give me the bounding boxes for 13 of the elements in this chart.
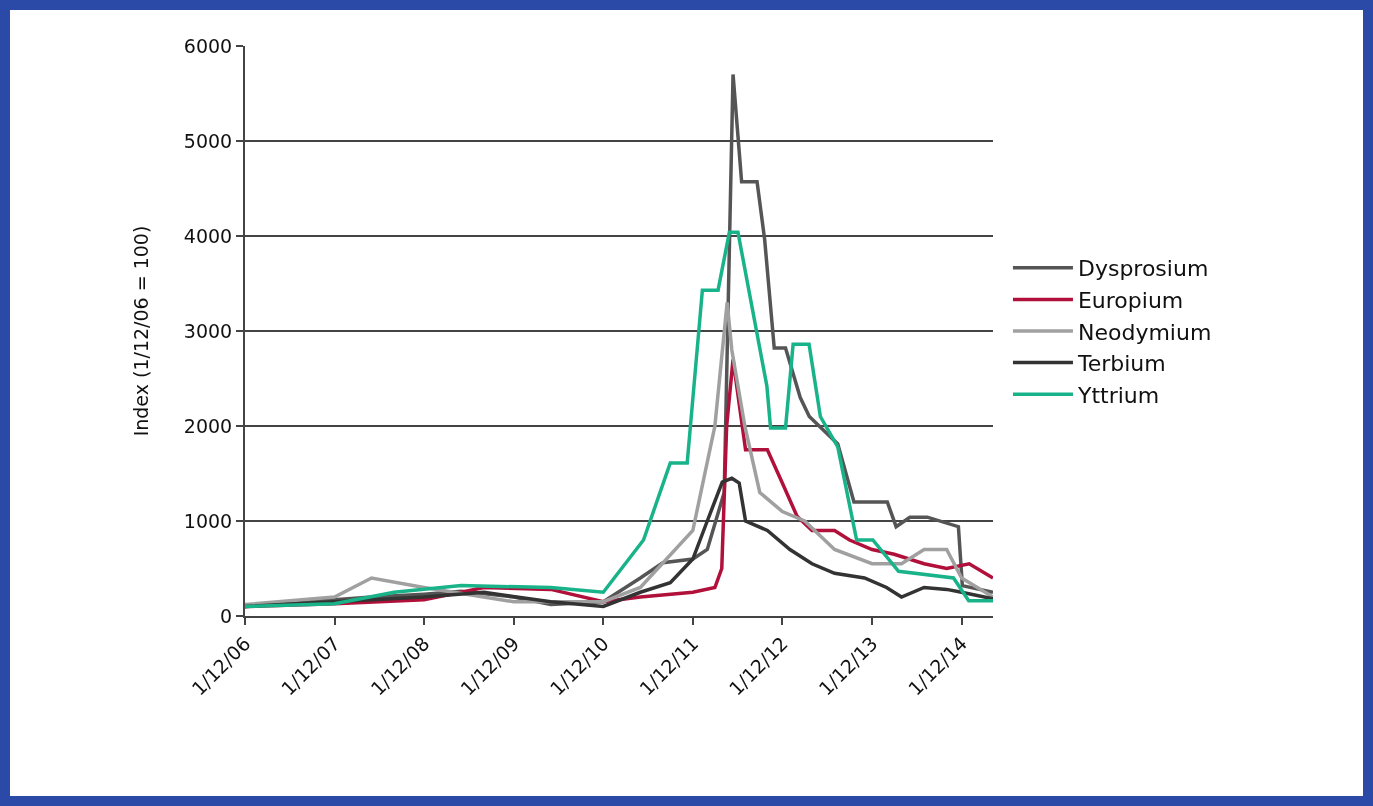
y-tick-label: 1000: [183, 509, 233, 532]
legend-label: Neodymium: [1077, 319, 1212, 345]
legend-label: Terbium: [1076, 351, 1166, 377]
y-tick-label: 6000: [183, 34, 233, 57]
legend-label: Europium: [1077, 287, 1184, 313]
y-tick-label: 2000: [183, 414, 233, 437]
y-axis-title: Index (1/12/06 = 100): [130, 225, 153, 437]
legend-label: Yttrium: [1076, 382, 1160, 408]
y-tick-label: 5000: [183, 129, 233, 152]
y-tick-label: 0: [220, 604, 233, 627]
y-tick-label: 3000: [183, 319, 233, 342]
legend-label: Dysprosium: [1077, 256, 1209, 282]
y-tick-label: 4000: [183, 224, 233, 247]
